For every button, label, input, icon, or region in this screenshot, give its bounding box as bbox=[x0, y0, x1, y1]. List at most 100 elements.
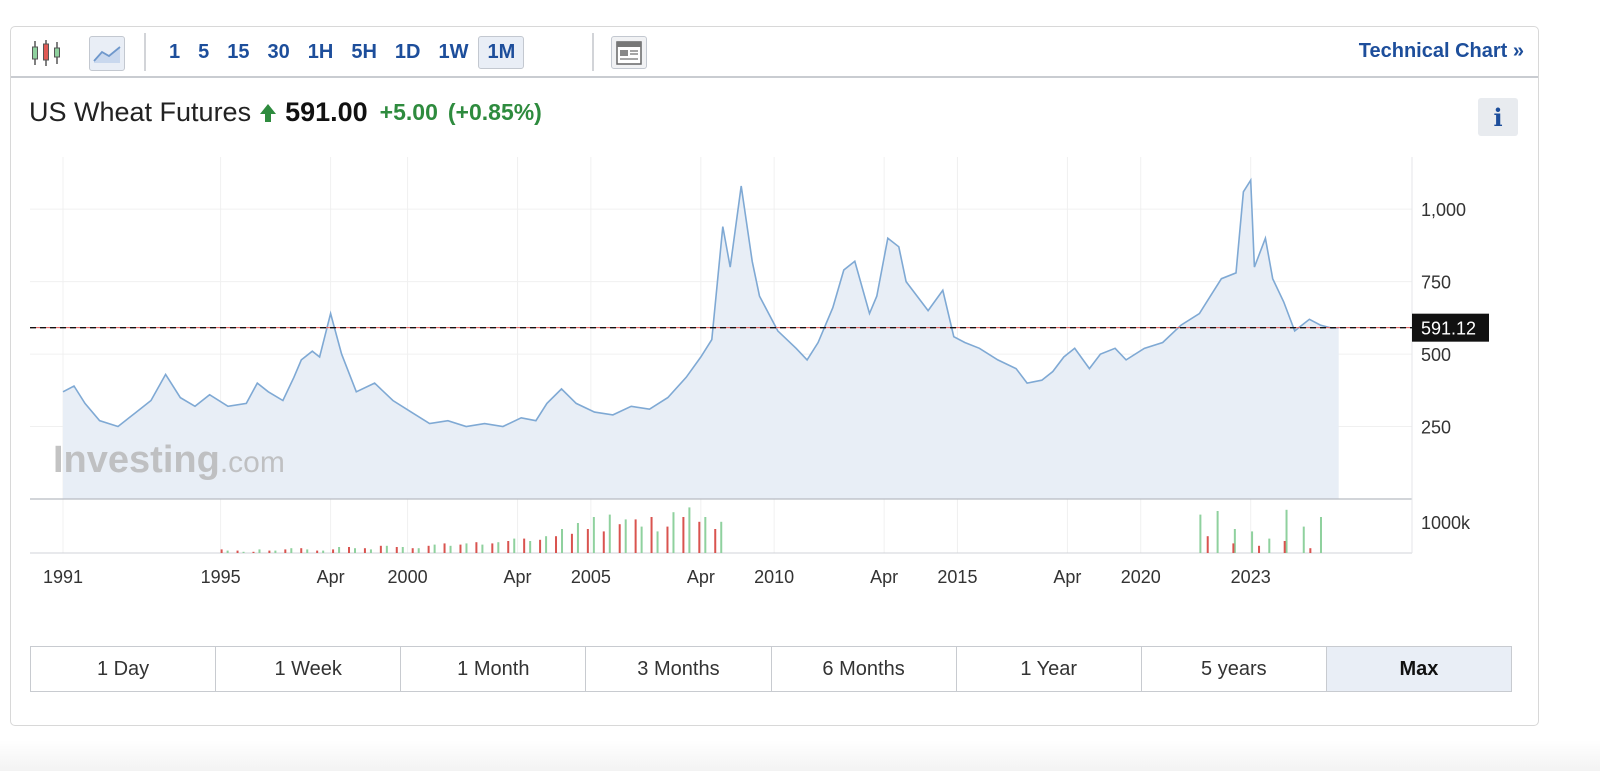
y-tick-label: 1,000 bbox=[1421, 200, 1466, 220]
interval-15[interactable]: 15 bbox=[227, 41, 250, 63]
volume-bar-down bbox=[618, 524, 621, 553]
line-chart-icon[interactable] bbox=[89, 36, 125, 71]
range-1-week[interactable]: 1 Week bbox=[216, 647, 402, 691]
current-price-label: 591.12 bbox=[1421, 319, 1476, 339]
x-tick-label: 2023 bbox=[1231, 567, 1271, 587]
volume-bar-down bbox=[523, 538, 526, 553]
volume-bar-up bbox=[369, 549, 372, 553]
page-footer-shade bbox=[0, 740, 1600, 771]
last-price: 591.00 bbox=[285, 97, 368, 127]
volume-bar-up bbox=[704, 517, 707, 553]
x-tick-label: 2005 bbox=[571, 567, 611, 587]
x-tick-label: Apr bbox=[1053, 567, 1081, 587]
x-tick-label: Apr bbox=[870, 567, 898, 587]
price-change: +5.00 bbox=[379, 99, 438, 125]
volume-bar-down bbox=[666, 526, 669, 553]
range-3-months[interactable]: 3 Months bbox=[586, 647, 772, 691]
volume-bar-down bbox=[698, 521, 701, 553]
range-1-month[interactable]: 1 Month bbox=[401, 647, 587, 691]
range-6-months[interactable]: 6 Months bbox=[772, 647, 957, 691]
interval-5[interactable]: 5 bbox=[198, 41, 210, 63]
volume-bar-down bbox=[507, 541, 510, 553]
volume-bar-up bbox=[322, 550, 325, 553]
volume-bar-up bbox=[1319, 517, 1322, 553]
volume-bar-down bbox=[268, 550, 271, 553]
volume-bar-up bbox=[688, 507, 691, 553]
volume-bar-up bbox=[624, 519, 627, 553]
toolbar: 1 5 15 30 1H 5H 1D 1W 1M Technical Chart » bbox=[11, 27, 1538, 78]
x-tick-label: 2010 bbox=[754, 567, 794, 587]
volume-bar-down bbox=[316, 550, 319, 553]
volume-bar-up bbox=[1285, 509, 1288, 553]
interval-1d[interactable]: 1D bbox=[394, 41, 421, 63]
volume-bar-down bbox=[443, 543, 446, 553]
x-tick-label: 1991 bbox=[43, 567, 83, 587]
x-tick-label: 2015 bbox=[937, 567, 977, 587]
candlestick-icon[interactable] bbox=[27, 36, 65, 69]
volume-bar-up bbox=[1268, 538, 1271, 553]
toolbar-divider bbox=[592, 33, 594, 71]
volume-bar-up bbox=[1233, 529, 1236, 553]
volume-bar-up bbox=[497, 542, 500, 553]
technical-chart-link[interactable]: Technical Chart » bbox=[1358, 40, 1524, 62]
volume-bar-up bbox=[401, 547, 404, 553]
range-max[interactable]: Max bbox=[1326, 647, 1511, 691]
volume-bar-down bbox=[220, 549, 223, 553]
volume-bar-down bbox=[634, 519, 637, 553]
volume-bar-up bbox=[672, 512, 675, 553]
volume-bar-down bbox=[1232, 543, 1235, 553]
volume-bar-up bbox=[640, 526, 643, 553]
chart-widget: 1 5 15 30 1H 5H 1D 1W 1M Technical Chart » US Wh… bbox=[10, 26, 1539, 726]
volume-bar-up bbox=[417, 548, 420, 553]
x-tick-label: 2000 bbox=[388, 567, 428, 587]
range-5-years[interactable]: 5 years bbox=[1142, 647, 1327, 691]
volume-bar-down bbox=[395, 547, 398, 553]
current-price-label-bg bbox=[1412, 313, 1489, 342]
volume-bar-up bbox=[258, 549, 261, 553]
price-area bbox=[63, 180, 1339, 499]
interval-30[interactable]: 30 bbox=[267, 41, 290, 63]
volume-bar-up bbox=[592, 517, 595, 553]
volume-bar-up bbox=[1302, 526, 1305, 553]
x-tick-label: Apr bbox=[317, 567, 345, 587]
volume-bar-down bbox=[1258, 545, 1261, 553]
range-1-day[interactable]: 1 Day bbox=[31, 647, 217, 691]
price-line bbox=[62, 177, 1339, 428]
range-1-year[interactable]: 1 Year bbox=[957, 647, 1142, 691]
interval-1w[interactable]: 1W bbox=[438, 41, 469, 63]
volume-bar-up bbox=[449, 545, 452, 553]
interval-1m[interactable]: 1M bbox=[478, 36, 525, 69]
x-tick-label: 2020 bbox=[1121, 567, 1161, 587]
volume-bar-down bbox=[586, 529, 589, 553]
price-change-percent: (+0.85%) bbox=[447, 99, 542, 125]
volume-bar-down bbox=[459, 544, 462, 553]
interval-1[interactable]: 1 bbox=[169, 41, 181, 63]
interval-5h[interactable]: 5H bbox=[351, 41, 377, 63]
volume-bar-up bbox=[720, 521, 723, 553]
volume-bar-up bbox=[385, 545, 388, 553]
time-range-selector: 1 Day 1 Week 1 Month 3 Months 6 Months 1 Year… bbox=[30, 646, 1512, 692]
volume-bar-down bbox=[602, 531, 605, 553]
volume-bar-down bbox=[539, 539, 542, 553]
toolbar-divider bbox=[144, 33, 146, 71]
info-button[interactable]: i bbox=[1478, 98, 1518, 136]
x-tick-label: Apr bbox=[687, 567, 715, 587]
volume-bar-up bbox=[465, 543, 468, 553]
interval-1h[interactable]: 1H bbox=[307, 41, 334, 63]
price-chart[interactable]: Investing.com 591.12 250 500 750 1,000 1000k 19… bbox=[11, 27, 1540, 642]
volume-bar-up bbox=[656, 531, 659, 553]
volume-bar-down bbox=[491, 543, 494, 553]
volume-bar-up bbox=[1216, 511, 1219, 553]
volume-bar-up bbox=[354, 548, 357, 553]
quote-header: US Wheat Futures 591.00 +5.00 (+0.85%) bbox=[29, 97, 542, 128]
volume-bar-down bbox=[1283, 541, 1286, 553]
layout-icon[interactable] bbox=[611, 36, 647, 69]
volume-bar-down bbox=[1309, 548, 1312, 553]
volume-bar-down bbox=[555, 536, 558, 553]
y-tick-label: 250 bbox=[1421, 418, 1451, 438]
volume-bar-up bbox=[513, 538, 516, 553]
y-tick-label: 750 bbox=[1421, 273, 1451, 293]
volume-bar-down bbox=[570, 533, 573, 553]
volume-bar-down bbox=[1206, 536, 1209, 553]
volume-bar-down bbox=[427, 545, 430, 553]
